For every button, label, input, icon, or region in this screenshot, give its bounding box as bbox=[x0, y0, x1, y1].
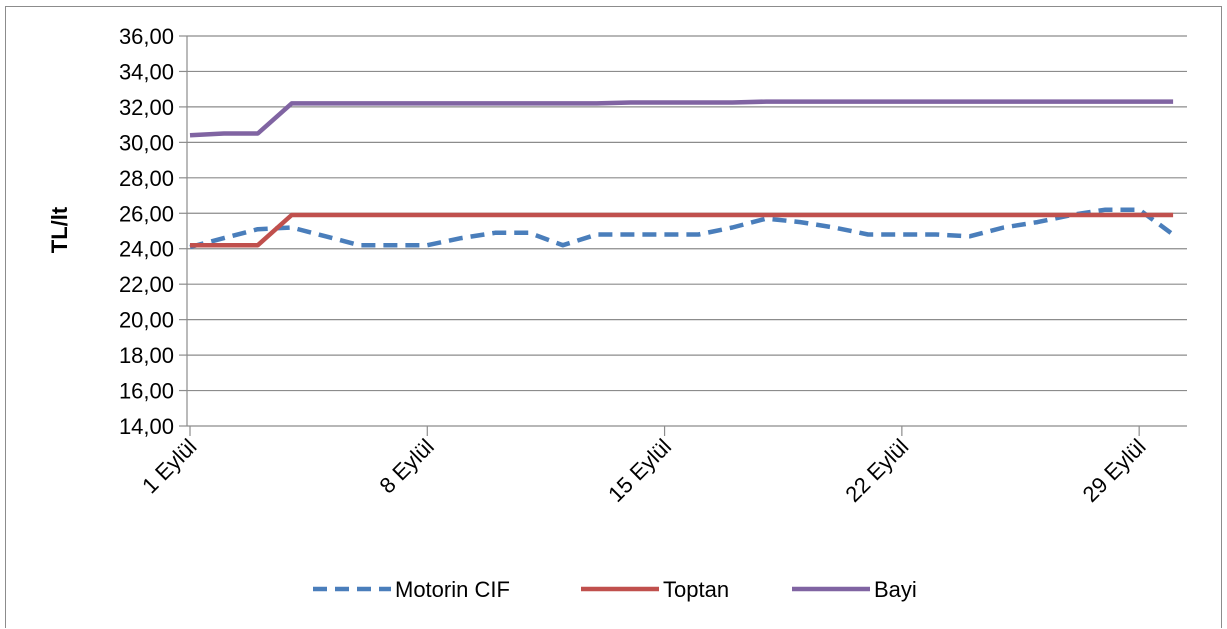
y-tick-labels: 14,00 16,00 18,00 20,00 22,00 24,00 26,00 28,00… bbox=[119, 24, 174, 439]
legend-label: Bayi bbox=[874, 577, 917, 602]
gridlines bbox=[187, 35, 1187, 427]
y-tick-label: 32,00 bbox=[119, 95, 174, 120]
y-axis-label: TL/lt bbox=[47, 206, 72, 253]
series-line-toptan bbox=[190, 212, 1174, 248]
y-tick-label: 22,00 bbox=[119, 272, 174, 297]
y-tick-label: 30,00 bbox=[119, 130, 174, 155]
y-tick-label: 36,00 bbox=[119, 24, 174, 49]
series-lines bbox=[189, 99, 1175, 250]
series-line-bayi bbox=[189, 99, 1174, 138]
y-tick-label: 24,00 bbox=[119, 237, 174, 262]
x-tick-label: 22 Eylül bbox=[840, 434, 913, 507]
axes bbox=[179, 35, 1140, 436]
x-tick-label: 29 Eylül bbox=[1078, 434, 1151, 507]
y-tick-label: 26,00 bbox=[119, 201, 174, 226]
y-tick-label: 20,00 bbox=[119, 308, 174, 333]
y-tick-label: 34,00 bbox=[119, 59, 174, 84]
x-tick-labels: 1 Eylül 8 Eylül 15 Eylül 22 Eylül 29 Eylül bbox=[137, 434, 1151, 507]
x-tick-label: 1 Eylül bbox=[137, 434, 201, 498]
chart-frame bbox=[5, 6, 1222, 628]
x-tick-label: 15 Eylül bbox=[603, 434, 676, 507]
y-tick-label: 14,00 bbox=[119, 414, 174, 439]
legend-label: Toptan bbox=[663, 577, 729, 602]
legend-label: Motorin CIF bbox=[395, 577, 510, 602]
legend: Motorin CIF Toptan Bayi bbox=[313, 577, 917, 602]
y-tick-label: 28,00 bbox=[119, 166, 174, 191]
y-tick-label: 18,00 bbox=[119, 343, 174, 368]
y-tick-label: 16,00 bbox=[119, 379, 174, 404]
x-tick-label: 8 Eylül bbox=[374, 434, 438, 498]
